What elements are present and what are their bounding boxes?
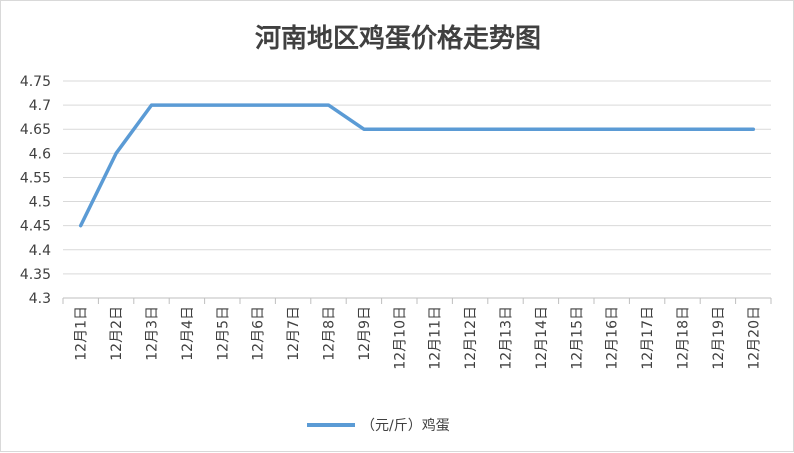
x-tick-label: 12月6日 xyxy=(251,306,267,361)
x-tick-label: 12月14日 xyxy=(534,306,550,370)
y-axis-ticks: 4.3 4.35 4.4 4.45 4.5 4.55 4.6 4.65 4.7 4.75 xyxy=(20,74,51,307)
x-tick-label: 12月8日 xyxy=(322,306,338,361)
x-tick-label: 12月15日 xyxy=(569,306,585,370)
x-tick-label: 12月13日 xyxy=(499,306,515,370)
x-tick-label: 12月10日 xyxy=(392,306,408,370)
x-tick-label: 12月17日 xyxy=(640,306,656,370)
series-lines xyxy=(78,103,756,228)
y-tick-label: 4.3 xyxy=(29,291,51,307)
y-tick-label: 4.4 xyxy=(29,243,51,259)
x-tick-label: 12月9日 xyxy=(357,306,373,361)
legend-label: （元/斤）鸡蛋 xyxy=(361,417,450,434)
y-tick-label: 4.7 xyxy=(29,98,51,114)
y-tick-label: 4.5 xyxy=(29,195,51,211)
x-tick-label: 12月4日 xyxy=(180,306,196,361)
y-tick-label: 4.45 xyxy=(20,219,51,235)
y-tick-label: 4.75 xyxy=(20,74,51,90)
x-tick-label: 12月19日 xyxy=(711,306,727,370)
y-tick-label: 4.65 xyxy=(20,122,51,138)
gridlines xyxy=(63,80,771,275)
x-tick-label: 12月11日 xyxy=(428,306,444,370)
x-tick-label: 12月12日 xyxy=(463,306,479,370)
x-tick-label: 12月1日 xyxy=(74,306,90,361)
x-axis-ticks: 12月1日 12月2日 12月3日 12月4日 12月5日 12月6日 12月7日 12月8日… xyxy=(74,306,763,370)
y-tick-label: 4.55 xyxy=(20,170,51,186)
x-tick-label: 12月3日 xyxy=(145,306,161,361)
x-tick-label: 12月20日 xyxy=(746,306,762,370)
x-tick-label: 12月16日 xyxy=(605,306,621,370)
chart-title: 河南地区鸡蛋价格走势图 xyxy=(255,23,541,54)
x-tick-label: 12月5日 xyxy=(215,306,231,361)
axes xyxy=(62,297,772,304)
legend: （元/斤）鸡蛋 xyxy=(307,417,450,434)
y-tick-label: 4.6 xyxy=(29,146,51,162)
x-tick-label: 12月18日 xyxy=(676,306,692,370)
y-tick-label: 4.35 xyxy=(20,267,51,283)
x-tick-label: 12月7日 xyxy=(286,306,302,361)
x-tick-label: 12月2日 xyxy=(109,306,125,361)
series-line xyxy=(78,103,756,228)
